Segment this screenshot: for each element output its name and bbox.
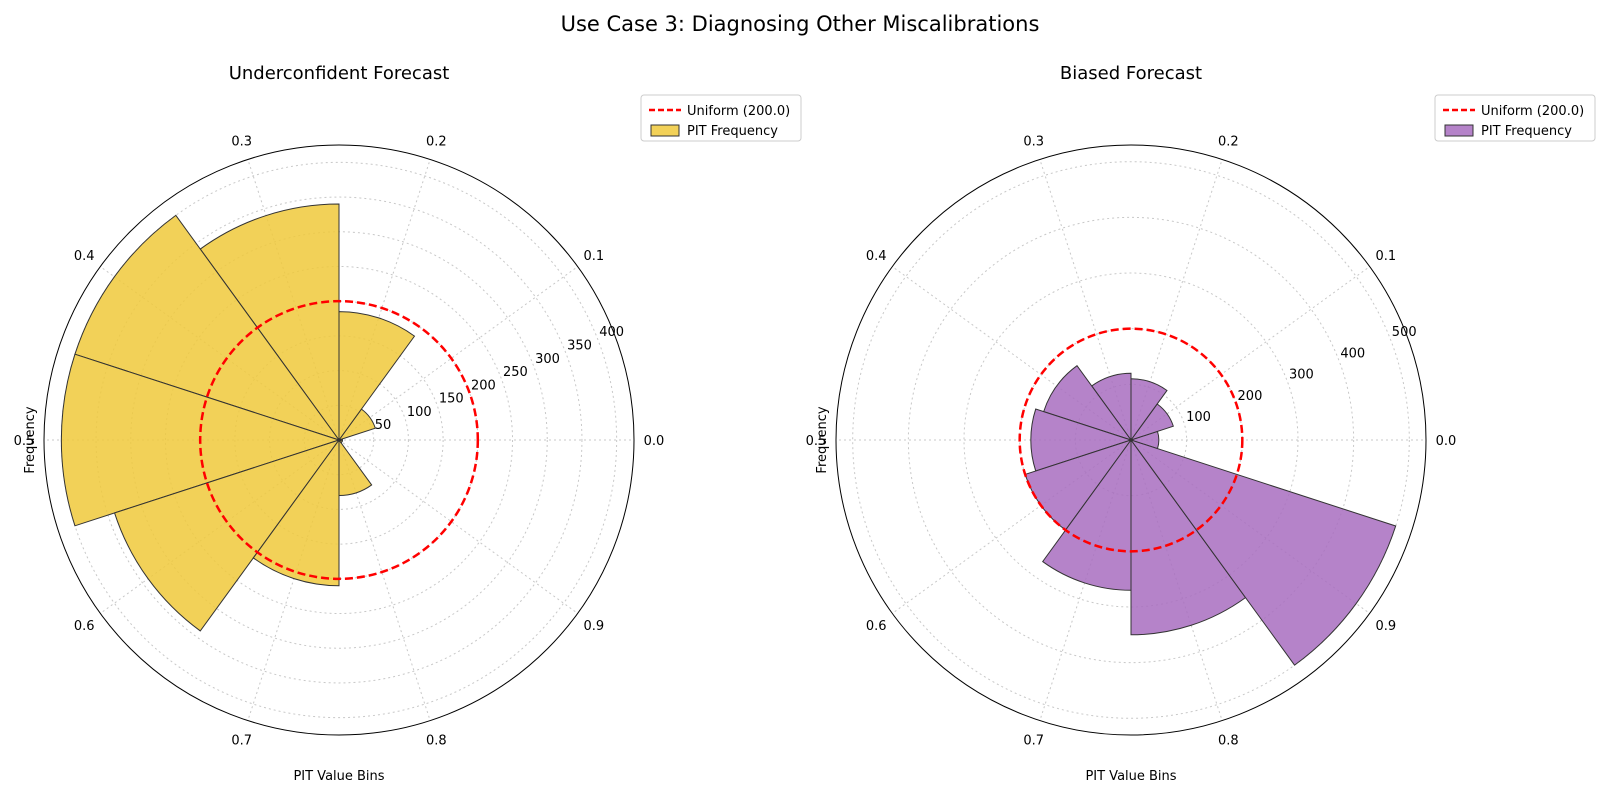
radial-gridline bbox=[95, 196, 583, 684]
panel-title: Biased Forecast bbox=[1060, 63, 1202, 84]
angular-gridline bbox=[247, 159, 340, 441]
pit-bar bbox=[252, 438, 340, 587]
polar-spine bbox=[43, 144, 635, 736]
angular-gridline bbox=[247, 439, 340, 721]
angular-gridline bbox=[892, 266, 1132, 441]
angular-tick-label: 0.2 bbox=[1218, 134, 1239, 149]
radial-gridline bbox=[852, 161, 1410, 719]
angular-tick-label: 0.0 bbox=[644, 434, 665, 449]
radial-tick-label: 400 bbox=[599, 325, 624, 340]
y-axis-label: Frequency bbox=[23, 406, 38, 473]
radial-gridline bbox=[164, 265, 514, 615]
legend-bar-label: PIT Frequency bbox=[1481, 124, 1572, 139]
pit-bar bbox=[74, 214, 341, 441]
angular-tick-label: 0.3 bbox=[1023, 134, 1044, 149]
angular-gridline bbox=[338, 439, 578, 614]
angular-tick-label: 0.9 bbox=[1375, 619, 1396, 634]
angular-tick-label: 0.2 bbox=[426, 134, 447, 149]
angular-gridline bbox=[1130, 266, 1370, 441]
radial-tick-label: 200 bbox=[1238, 389, 1263, 404]
legend-box bbox=[640, 94, 802, 142]
polar-spine bbox=[835, 144, 1427, 736]
angular-tick-label: 0.1 bbox=[583, 249, 604, 264]
radial-gridline bbox=[907, 216, 1355, 664]
angular-gridline bbox=[1130, 159, 1223, 441]
biased-panel: Biased Forecast 0.0 0.1 0.2 0.3 0.4 0.5 0.6 0.7… bbox=[806, 63, 1596, 784]
angular-gridline bbox=[1130, 439, 1223, 721]
angular-tick-label: 0.0 bbox=[1436, 434, 1457, 449]
radial-tick-label: 100 bbox=[407, 405, 432, 420]
angular-tick-label: 0.4 bbox=[74, 249, 95, 264]
angular-tick-label: 0.4 bbox=[866, 249, 887, 264]
angular-tick-label: 0.6 bbox=[866, 619, 887, 634]
uniform-line bbox=[1018, 327, 1244, 553]
pit-bar bbox=[1129, 439, 1397, 666]
pit-bar bbox=[1130, 438, 1247, 636]
x-axis-label: PIT Value Bins bbox=[1085, 769, 1176, 784]
pit-bar bbox=[338, 438, 373, 497]
angular-gridline bbox=[100, 439, 340, 614]
angular-tick-label: 0.8 bbox=[1218, 734, 1239, 749]
radial-tick-label: 300 bbox=[535, 352, 560, 367]
y-axis-label: Frequency bbox=[815, 406, 830, 473]
radial-tick-label: 200 bbox=[471, 378, 496, 393]
pit-bar bbox=[199, 203, 340, 442]
radial-tick-label: 300 bbox=[1289, 368, 1314, 383]
legend-bar-swatch bbox=[650, 124, 680, 137]
angular-tick-label: 0.1 bbox=[1375, 249, 1396, 264]
legend-bar-swatch bbox=[1444, 124, 1474, 137]
legend-uniform-label: Uniform (200.0) bbox=[687, 104, 790, 119]
angular-gridline bbox=[1039, 159, 1132, 441]
radial-tick-label: 400 bbox=[1340, 346, 1365, 361]
pit-bar bbox=[338, 311, 416, 442]
pit-bar bbox=[337, 439, 343, 444]
angular-gridline bbox=[338, 266, 578, 441]
angular-tick-label: 0.6 bbox=[74, 619, 95, 634]
radial-tick-label: 150 bbox=[439, 392, 464, 407]
legend-uniform-label: Uniform (200.0) bbox=[1481, 104, 1584, 119]
angular-tick-label: 0.7 bbox=[231, 734, 252, 749]
figure-title: Use Case 3: Diagnosing Other Miscalibrat… bbox=[561, 12, 1040, 36]
radial-gridline bbox=[303, 404, 375, 476]
angular-gridline bbox=[892, 439, 1132, 614]
panel-title: Underconfident Forecast bbox=[229, 63, 450, 84]
radial-tick-label: 100 bbox=[1186, 410, 1211, 425]
uniform-line bbox=[198, 299, 480, 581]
radial-tick-label: 350 bbox=[567, 339, 592, 354]
legend-bar-label: PIT Frequency bbox=[687, 124, 778, 139]
angular-gridline bbox=[1039, 439, 1132, 721]
angular-tick-label: 0.9 bbox=[583, 619, 604, 634]
pit-bar bbox=[1041, 438, 1132, 591]
angular-tick-label: 0.3 bbox=[231, 134, 252, 149]
underconfident-panel: Underconfident Forecast 0.0 0.1 0.2 0.3 0.4 0… bbox=[14, 63, 802, 784]
radial-tick-label: 50 bbox=[375, 418, 392, 433]
legend-box bbox=[1434, 94, 1596, 142]
pit-bar bbox=[113, 439, 341, 632]
angular-tick-label: 0.8 bbox=[426, 734, 447, 749]
angular-gridline bbox=[338, 439, 431, 721]
angular-tick-label: 0.5 bbox=[14, 434, 35, 449]
angular-tick-label: 0.5 bbox=[806, 434, 827, 449]
radial-tick-label: 500 bbox=[1392, 325, 1417, 340]
angular-gridline bbox=[338, 159, 431, 441]
angular-tick-label: 0.7 bbox=[1023, 734, 1044, 749]
x-axis-label: PIT Value Bins bbox=[293, 769, 384, 784]
radial-tick-label: 250 bbox=[503, 365, 528, 380]
